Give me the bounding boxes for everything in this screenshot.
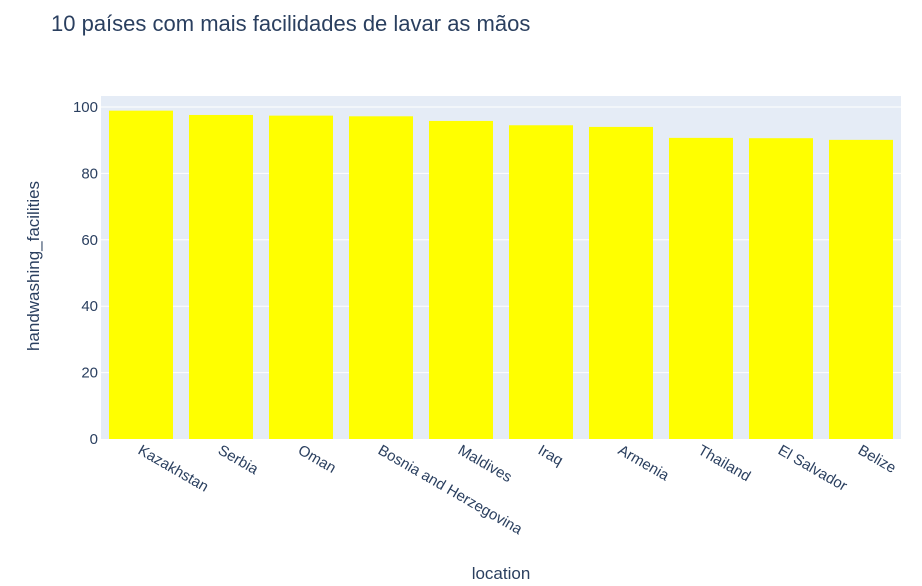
bar-el-salvador	[749, 138, 813, 439]
bar-bosnia-and-herzegovina	[349, 116, 413, 440]
x-axis-title: location	[472, 564, 531, 583]
x-tick-label: Iraq	[535, 442, 566, 470]
y-tick-label: 40	[81, 298, 98, 315]
bar-oman	[269, 115, 333, 440]
x-tick-label: Bosnia and Herzegovina	[375, 442, 526, 539]
y-axis-title: handwashing_facilities	[24, 181, 43, 351]
y-tick-label: 20	[81, 365, 98, 382]
bar-kazakhstan	[109, 110, 173, 439]
bar-armenia	[589, 126, 653, 440]
x-tick-label: Serbia	[215, 442, 262, 479]
x-tick-labels: Kazakhstan Serbia Oman Bosnia and Herzegovi…	[135, 442, 899, 539]
y-tick-label: 100	[73, 99, 98, 116]
x-tick-label: Oman	[295, 442, 339, 477]
x-tick-label: Maldives	[455, 442, 515, 486]
y-tick-labels: 0 20 40 60 80 100	[73, 99, 98, 448]
x-tick-label: Thailand	[695, 442, 753, 485]
y-tick-label: 0	[90, 431, 98, 448]
bar-iraq	[509, 125, 573, 439]
bars	[109, 110, 893, 440]
y-tick-label: 80	[81, 165, 98, 182]
bar-belize	[829, 139, 893, 440]
bar-thailand	[669, 137, 733, 439]
chart-title: 10 países com mais facilidades de lavar …	[51, 11, 530, 36]
x-tick-label: El Salvador	[775, 442, 850, 495]
bar-maldives	[429, 120, 493, 439]
x-tick-label: Kazakhstan	[135, 442, 211, 496]
y-tick-label: 60	[81, 232, 98, 249]
x-tick-label: Armenia	[615, 442, 672, 485]
bar-serbia	[189, 114, 253, 439]
x-tick-label: Belize	[855, 442, 899, 477]
